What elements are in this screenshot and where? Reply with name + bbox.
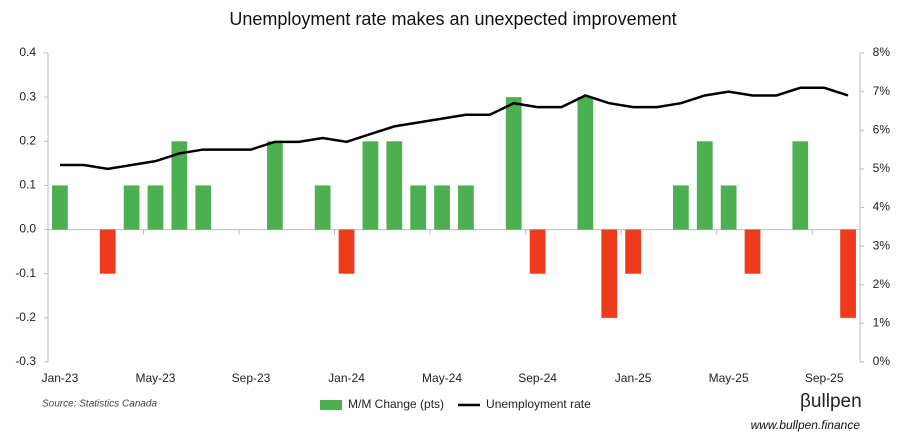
y2-tick-label: 5% xyxy=(873,161,891,175)
bar xyxy=(195,185,212,230)
y2-tick-label: 2% xyxy=(873,277,891,291)
y2-tick-label: 8% xyxy=(873,45,891,59)
website: www.bullpen.finance xyxy=(751,418,861,432)
x-tick-label: May-24 xyxy=(422,371,462,385)
y-tick-label: -0.1 xyxy=(15,266,36,280)
bar xyxy=(362,141,379,230)
line xyxy=(59,86,849,171)
y2-tick-label: 4% xyxy=(873,200,891,214)
y-tick-label: 0.0 xyxy=(19,222,36,236)
bar xyxy=(171,141,188,230)
y-tick-label: 0.2 xyxy=(19,133,36,147)
bar xyxy=(505,97,522,230)
x-tick-label: Jan-24 xyxy=(328,371,365,385)
bar xyxy=(410,185,427,230)
bar xyxy=(792,141,809,230)
bar xyxy=(458,185,474,230)
bar xyxy=(99,229,116,274)
bar xyxy=(52,185,68,230)
bar xyxy=(529,229,546,274)
y2-tick-label: 3% xyxy=(873,238,891,252)
y-tick-label: -0.3 xyxy=(15,354,36,368)
bar xyxy=(840,229,856,318)
y-tick-label: 0.1 xyxy=(19,178,36,192)
bar xyxy=(123,185,140,230)
bar xyxy=(267,141,283,230)
brand: βullpen xyxy=(800,391,862,412)
x-tick-label: Sep-23 xyxy=(232,371,271,385)
x-tick-label: Jan-25 xyxy=(615,371,652,385)
bar xyxy=(601,229,618,318)
bar xyxy=(147,185,164,230)
source: Source: Statistics Canada xyxy=(42,399,157,410)
bar xyxy=(386,141,403,230)
bar xyxy=(577,97,594,230)
bar xyxy=(314,185,331,230)
y2-tick-label: 1% xyxy=(873,316,891,330)
y2-tick-label: 7% xyxy=(873,84,891,98)
y-tick-label: 0.3 xyxy=(19,89,36,103)
legend-swatch xyxy=(320,400,342,410)
bar xyxy=(338,229,355,274)
y2-tick-label: 6% xyxy=(873,122,891,136)
bar xyxy=(744,229,761,274)
y-tick-label: -0.2 xyxy=(15,310,36,324)
x-tick-label: Sep-25 xyxy=(805,371,844,385)
bar xyxy=(696,141,713,230)
bar xyxy=(434,185,450,230)
x-tick-label: Sep-24 xyxy=(518,371,557,385)
bar xyxy=(625,229,641,274)
y-tick-label: 0.4 xyxy=(19,45,36,59)
x-tick-label: Jan-23 xyxy=(42,371,79,385)
bar xyxy=(673,185,689,230)
x-tick-label: May-23 xyxy=(135,371,175,385)
legend-label: M/M Change (pts) xyxy=(348,397,444,411)
legend-label: Unemployment rate xyxy=(486,397,591,411)
y2-tick-label: 0% xyxy=(873,354,891,368)
bar xyxy=(720,185,737,230)
x-tick-label: May-25 xyxy=(709,371,749,385)
chart-title: Unemployment rate makes an unexpected im… xyxy=(229,9,676,29)
